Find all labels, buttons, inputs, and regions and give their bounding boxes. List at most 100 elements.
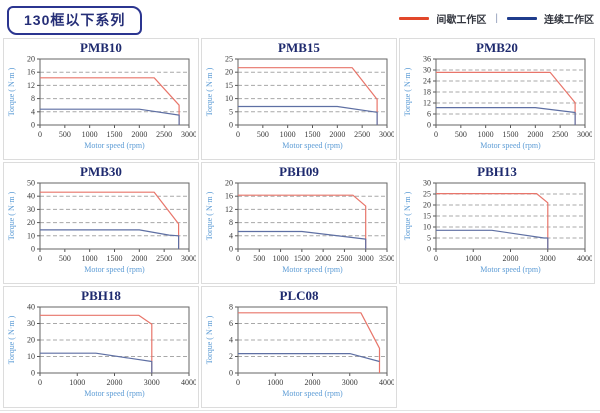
svg-text:0: 0 [31, 245, 35, 254]
svg-text:0: 0 [229, 245, 233, 254]
svg-text:25: 25 [423, 190, 431, 199]
svg-text:12: 12 [423, 99, 431, 108]
svg-text:4: 4 [229, 231, 233, 240]
svg-text:Torque ( N·m ): Torque ( N·m ) [205, 315, 214, 364]
svg-text:0: 0 [31, 121, 35, 130]
chart-cell: PMB30 0 10 20 30 40 50 0 500 1000 1500 2000 2500 300… [3, 162, 199, 284]
svg-text:8: 8 [31, 94, 35, 103]
svg-text:3000: 3000 [379, 130, 394, 139]
svg-text:Torque ( N·m ): Torque ( N·m ) [403, 191, 412, 240]
svg-text:2000: 2000 [131, 254, 147, 263]
svg-text:1500: 1500 [503, 130, 519, 139]
chart-cell: PLC08 0 2 4 6 8 0 1000 2000 3000 4000 Motor speed … [201, 286, 397, 408]
svg-text:0: 0 [236, 378, 240, 387]
svg-text:Motor speed (rpm): Motor speed (rpm) [84, 141, 145, 150]
svg-text:500: 500 [59, 254, 71, 263]
svg-text:3000: 3000 [181, 254, 196, 263]
page-legend: 间歇工作区 | 连续工作区 [399, 11, 594, 26]
chart-title: PMB30 [80, 164, 122, 179]
svg-text:2000: 2000 [131, 130, 147, 139]
svg-text:Motor speed (rpm): Motor speed (rpm) [282, 389, 343, 398]
svg-text:0: 0 [434, 254, 438, 263]
chart-title: PBH13 [477, 164, 517, 179]
svg-text:2000: 2000 [107, 378, 123, 387]
svg-text:8: 8 [229, 218, 233, 227]
svg-text:2000: 2000 [305, 378, 321, 387]
svg-text:12: 12 [225, 205, 233, 214]
svg-text:Motor speed (rpm): Motor speed (rpm) [282, 265, 343, 274]
charts-grid: PMB10 0 4 8 12 16 20 0 500 1000 1500 2000 2500 3000 M… [3, 38, 597, 408]
svg-text:15: 15 [225, 81, 233, 90]
svg-text:2000: 2000 [315, 254, 331, 263]
continuous-zone-label: 连续工作区 [544, 15, 594, 26]
svg-text:20: 20 [27, 218, 35, 227]
svg-text:Torque ( N·m ): Torque ( N·m ) [7, 315, 16, 364]
chart-cell: PMB20 0 6 12 18 24 30 36 0 500 1000 1500 2000 2500 30… [399, 38, 595, 160]
svg-text:20: 20 [225, 180, 233, 188]
legend-separator: | [495, 13, 498, 24]
svg-text:8: 8 [229, 304, 233, 312]
svg-text:1000: 1000 [465, 254, 481, 263]
svg-text:4000: 4000 [577, 254, 592, 263]
chart-title: PMB15 [278, 40, 320, 55]
svg-text:Torque ( N·m ): Torque ( N·m ) [7, 191, 16, 240]
svg-text:50: 50 [27, 180, 35, 188]
svg-text:Motor speed (rpm): Motor speed (rpm) [480, 265, 541, 274]
svg-text:18: 18 [423, 88, 431, 97]
svg-text:0: 0 [427, 121, 431, 130]
svg-text:1000: 1000 [82, 254, 98, 263]
svg-text:40: 40 [27, 304, 35, 312]
chart-plot: 0 4 8 12 16 20 0 500 1000 1500 2000 2500 3000 3500 Mot… [205, 180, 394, 274]
svg-text:4: 4 [229, 336, 233, 345]
series-title-badge: 130框以下系列 [7, 6, 143, 35]
continuous-zone-line-swatch [507, 17, 537, 20]
page-header: 130框以下系列 间歇工作区 | 连续工作区 [0, 0, 600, 36]
chart-plot: 0 5 10 15 20 25 30 0 1000 2000 3000 4000 Motor speed… [403, 180, 592, 274]
svg-text:Torque ( N·m ): Torque ( N·m ) [7, 67, 16, 116]
chart-cell: PMB10 0 4 8 12 16 20 0 500 1000 1500 2000 2500 3000 M… [3, 38, 199, 160]
svg-text:0: 0 [229, 121, 233, 130]
svg-text:20: 20 [225, 68, 233, 77]
svg-text:20: 20 [27, 336, 35, 345]
bottom-divider [0, 410, 600, 411]
svg-text:0: 0 [236, 130, 240, 139]
svg-text:0: 0 [229, 369, 233, 378]
svg-text:4: 4 [31, 107, 35, 116]
svg-text:30: 30 [27, 205, 35, 214]
svg-text:0: 0 [38, 378, 42, 387]
chart-title: PBH18 [81, 288, 121, 303]
svg-text:2000: 2000 [503, 254, 519, 263]
svg-text:0: 0 [38, 254, 42, 263]
chart-title: PMB10 [80, 40, 122, 55]
svg-text:0: 0 [434, 130, 438, 139]
svg-text:20: 20 [423, 201, 431, 210]
svg-text:12: 12 [27, 81, 35, 90]
chart-title: PBH09 [279, 164, 319, 179]
chart-plot: 0 5 10 15 20 25 0 500 1000 1500 2000 2500 3000 Motor … [205, 56, 394, 150]
svg-text:3000: 3000 [181, 130, 196, 139]
svg-text:2500: 2500 [552, 130, 568, 139]
svg-text:20: 20 [27, 56, 35, 64]
svg-text:10: 10 [225, 94, 233, 103]
svg-text:Motor speed (rpm): Motor speed (rpm) [480, 141, 541, 150]
svg-text:2000: 2000 [329, 130, 345, 139]
svg-text:5: 5 [427, 234, 431, 243]
chart-cell: PBH18 0 10 20 30 40 0 1000 2000 3000 4000 Motor sp… [3, 286, 199, 408]
svg-text:1000: 1000 [69, 378, 85, 387]
chart-cell: PBH09 0 4 8 12 16 20 0 500 1000 1500 2000 2500 3000 3… [201, 162, 397, 284]
chart-cell: PBH13 0 5 10 15 20 25 30 0 1000 2000 3000 4000 Motor… [399, 162, 595, 284]
svg-text:2500: 2500 [156, 254, 172, 263]
svg-text:1000: 1000 [280, 130, 296, 139]
svg-text:Torque ( N·m ): Torque ( N·m ) [205, 191, 214, 240]
svg-text:0: 0 [236, 254, 240, 263]
svg-text:3000: 3000 [540, 254, 556, 263]
svg-text:2500: 2500 [156, 130, 172, 139]
svg-text:1500: 1500 [305, 130, 321, 139]
svg-text:2000: 2000 [527, 130, 543, 139]
svg-text:5: 5 [229, 107, 233, 116]
svg-text:4000: 4000 [379, 378, 394, 387]
svg-text:Torque ( N·m ): Torque ( N·m ) [205, 67, 214, 116]
svg-text:1000: 1000 [478, 130, 494, 139]
intermittent-zone-line-swatch [399, 17, 430, 20]
chart-plot: 0 4 8 12 16 20 0 500 1000 1500 2000 2500 3000 Motor s… [7, 56, 196, 150]
